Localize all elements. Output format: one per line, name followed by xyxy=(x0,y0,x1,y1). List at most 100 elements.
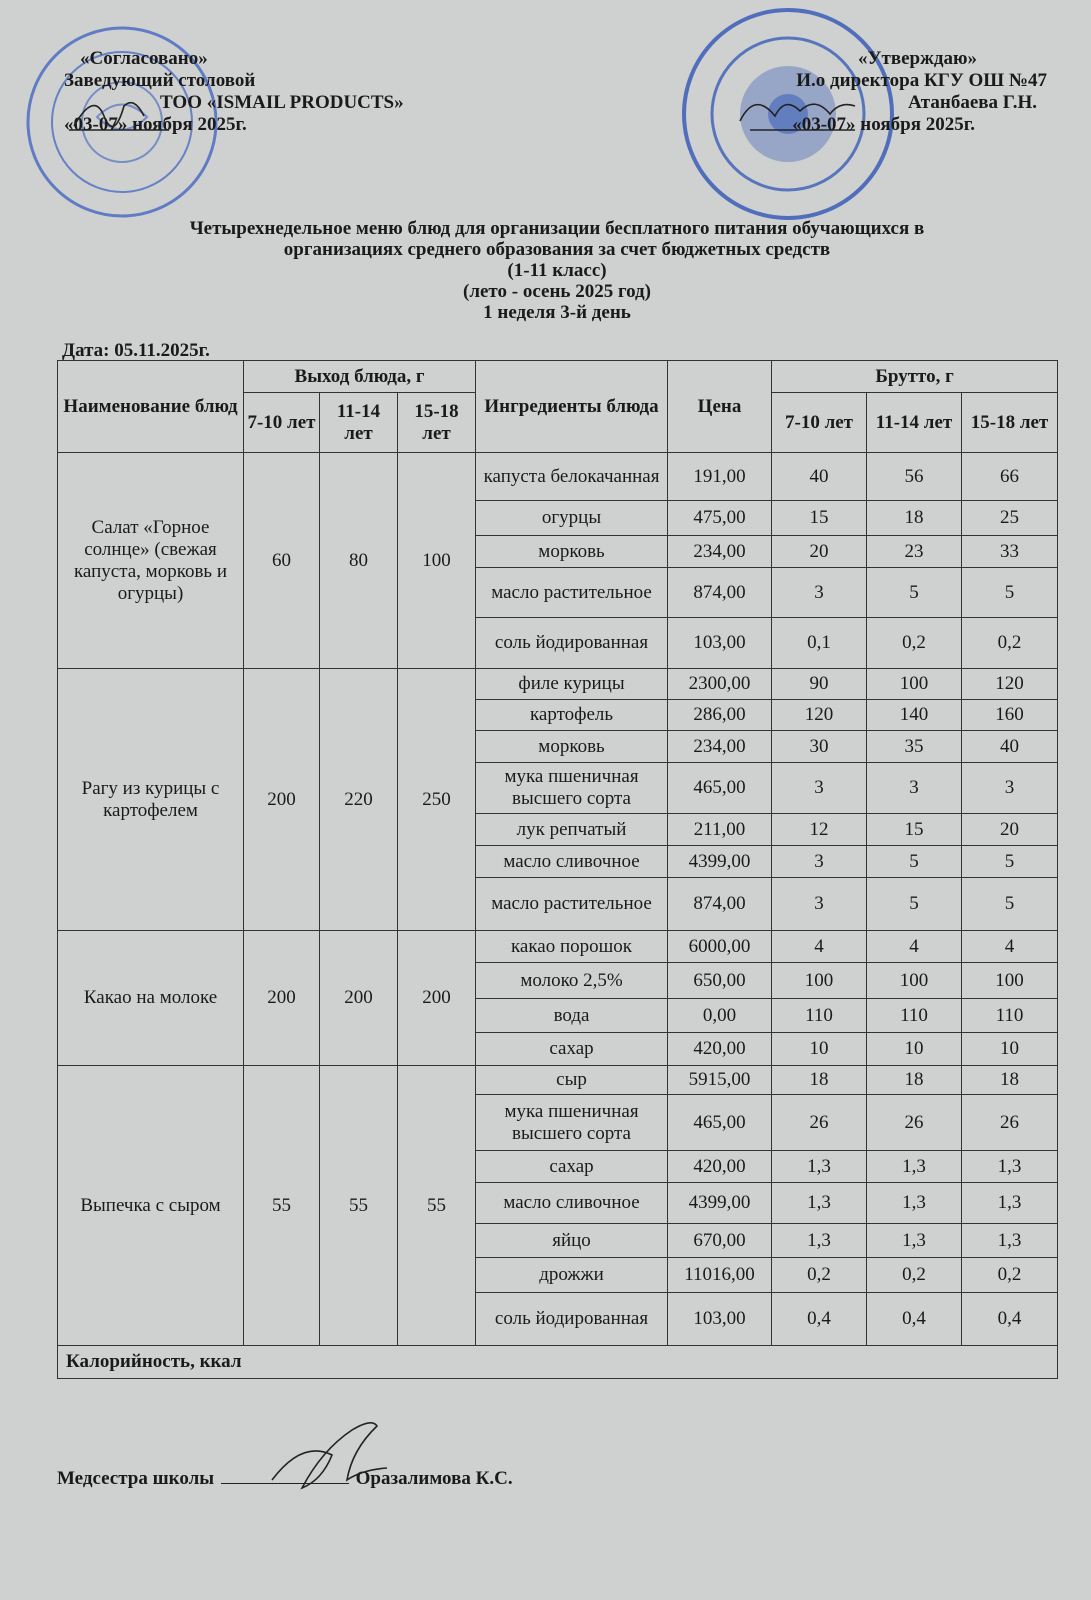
ingredient-brutto: 1,3 xyxy=(961,1182,1059,1224)
dish-output: 250 xyxy=(396,668,477,931)
dish-output: 80 xyxy=(319,452,398,669)
ingredient-brutto: 18 xyxy=(866,1065,963,1095)
calories-label: Калорийность, ккал xyxy=(56,1345,1059,1379)
ingredient-name: сахар xyxy=(475,1150,669,1183)
ingredient-brutto: 30 xyxy=(771,730,868,763)
ingredient-brutto: 35 xyxy=(866,730,963,763)
header-output: Выход блюда, г xyxy=(242,360,477,393)
ingredient-row: соль йодированная 103,00 0,4 0,4 0,4 xyxy=(58,1292,1059,1346)
ingredient-brutto: 140 xyxy=(866,699,963,731)
ingredient-name: вода xyxy=(475,998,669,1033)
ingredient-brutto: 0,4 xyxy=(771,1292,868,1346)
ingredient-price: 11016,00 xyxy=(667,1257,773,1293)
dish-name: Салат «Горное солнце» (свежая капуста, м… xyxy=(57,452,244,669)
ingredient-brutto: 1,3 xyxy=(961,1223,1059,1258)
header-ingredients: Ингредиенты блюда xyxy=(475,360,669,453)
ingredient-brutto: 5 xyxy=(866,567,963,618)
ingredient-brutto: 160 xyxy=(961,699,1059,731)
ingredient-brutto: 4 xyxy=(771,930,868,963)
ingredient-row: молоко 2,5% 650,00 100 100 100 xyxy=(58,962,1059,999)
ingredient-brutto: 5 xyxy=(961,877,1059,931)
ingredient-price: 211,00 xyxy=(667,813,773,846)
ingredient-price: 4399,00 xyxy=(667,845,773,878)
ingredient-brutto: 120 xyxy=(961,668,1059,700)
ingredient-row: морковь 234,00 20 23 33 xyxy=(58,535,1059,568)
dish-name: Выпечка с сыром xyxy=(57,1065,244,1346)
ingredient-row: яйцо 670,00 1,3 1,3 1,3 xyxy=(58,1223,1059,1258)
ingredient-brutto: 5 xyxy=(961,567,1059,618)
approval-right-heading: «Утверждаю» xyxy=(858,48,977,69)
approval-right: «Утверждаю» И.о директора КГУ ОШ №47 Ата… xyxy=(792,48,1047,136)
ingredient-brutto: 90 xyxy=(771,668,868,700)
ingredient-row: мука пшеничная высшего сорта 465,00 26 26 26 xyxy=(58,1094,1059,1151)
ingredient-brutto: 0,4 xyxy=(866,1292,963,1346)
ingredient-brutto: 26 xyxy=(771,1094,868,1151)
ingredient-row: мука пшеничная высшего сорта 465,00 3 3 3 xyxy=(58,762,1059,814)
dish-output: 200 xyxy=(396,930,477,1066)
ingredient-brutto: 3 xyxy=(771,845,868,878)
title-grades: (1-11 класс) xyxy=(507,260,607,281)
ingredient-brutto: 5 xyxy=(866,877,963,931)
dish-output: 200 xyxy=(243,668,320,931)
nurse-signature-line: Медсестра школы Оразалимова К.С. xyxy=(57,1468,513,1490)
ingredient-price: 234,00 xyxy=(667,730,773,763)
ingredient-row: Салат «Горное солнце» (свежая капуста, м… xyxy=(57,452,1059,669)
menu-table: Наименование блюд Выход блюда, г Ингреди… xyxy=(56,360,1059,1379)
ingredient-brutto: 110 xyxy=(866,998,963,1033)
ingredient-price: 465,00 xyxy=(667,762,773,814)
approval-right-position: И.о директора КГУ ОШ №47 xyxy=(796,70,1047,91)
title-week-day: 1 неделя 3-й день xyxy=(483,302,631,323)
dish-output: 60 xyxy=(243,452,320,669)
ingredient-name: лук репчатый xyxy=(475,813,669,846)
ingredient-name: капуста белокачанная xyxy=(475,452,669,501)
ingredient-row: масло сливочное 4399,00 3 5 5 xyxy=(58,845,1059,878)
ingredient-brutto: 26 xyxy=(866,1094,963,1151)
ingredient-brutto: 100 xyxy=(866,962,963,999)
ingredient-row: морковь 234,00 30 35 40 xyxy=(58,730,1059,763)
ingredient-brutto: 1,3 xyxy=(771,1150,868,1183)
ingredient-brutto: 20 xyxy=(961,813,1059,846)
ingredient-price: 420,00 xyxy=(667,1032,773,1066)
dish-output: 100 xyxy=(396,452,477,669)
ingredient-brutto: 110 xyxy=(961,998,1059,1033)
ingredient-brutto: 0,2 xyxy=(961,617,1059,669)
dish-output: 200 xyxy=(243,930,320,1066)
ingredient-brutto: 1,3 xyxy=(961,1150,1059,1183)
ingredient-brutto: 18 xyxy=(866,500,963,536)
header-price: Цена xyxy=(667,360,773,453)
ingredient-row: лук репчатый 211,00 12 15 20 xyxy=(58,813,1059,846)
ingredient-brutto: 100 xyxy=(961,962,1059,999)
ingredient-brutto: 40 xyxy=(961,730,1059,763)
ingredient-row: сахар 420,00 10 10 10 xyxy=(58,1032,1059,1066)
ingredient-price: 5915,00 xyxy=(667,1065,773,1095)
ingredient-brutto: 10 xyxy=(961,1032,1059,1066)
ingredient-price: 874,00 xyxy=(667,877,773,931)
ingredient-brutto: 110 xyxy=(771,998,868,1033)
ingredient-row: дрожжи 11016,00 0,2 0,2 0,2 xyxy=(58,1257,1059,1293)
ingredient-brutto: 1,3 xyxy=(771,1182,868,1224)
ingredient-price: 191,00 xyxy=(667,452,773,501)
ingredient-brutto: 10 xyxy=(771,1032,868,1066)
ingredient-name: мука пшеничная высшего сорта xyxy=(475,1094,669,1151)
ingredient-price: 2300,00 xyxy=(667,668,773,700)
dish-name: Рагу из курицы с картофелем xyxy=(57,668,244,931)
document-title: Четырехнедельное меню блюд для организац… xyxy=(57,218,1057,323)
ingredient-price: 0,00 xyxy=(667,998,773,1033)
ingredient-name: яйцо xyxy=(475,1223,669,1258)
ingredient-brutto: 4 xyxy=(961,930,1059,963)
ingredient-brutto: 56 xyxy=(866,452,963,501)
ingredient-name: масло растительное xyxy=(475,567,669,618)
ingredient-brutto: 15 xyxy=(771,500,868,536)
dish-output: 55 xyxy=(396,1065,477,1346)
ingredient-brutto: 3 xyxy=(866,762,963,814)
header-brutto-age: 7-10 лет xyxy=(771,392,868,453)
ingredient-brutto: 15 xyxy=(866,813,963,846)
header-output-age: 15-18 лет xyxy=(396,392,477,453)
ingredient-price: 103,00 xyxy=(667,1292,773,1346)
ingredient-row: Выпечка с сыром 55 55 55 сыр 5915,00 18 18 18 xyxy=(57,1065,1059,1346)
approval-left-org: ТОО «ISMAIL PRODUCTS» xyxy=(160,92,404,113)
ingredient-price: 234,00 xyxy=(667,535,773,568)
ingredient-brutto: 33 xyxy=(961,535,1059,568)
ingredient-name: какао порошок xyxy=(475,930,669,963)
header-brutto-age: 15-18 лет xyxy=(961,392,1059,453)
